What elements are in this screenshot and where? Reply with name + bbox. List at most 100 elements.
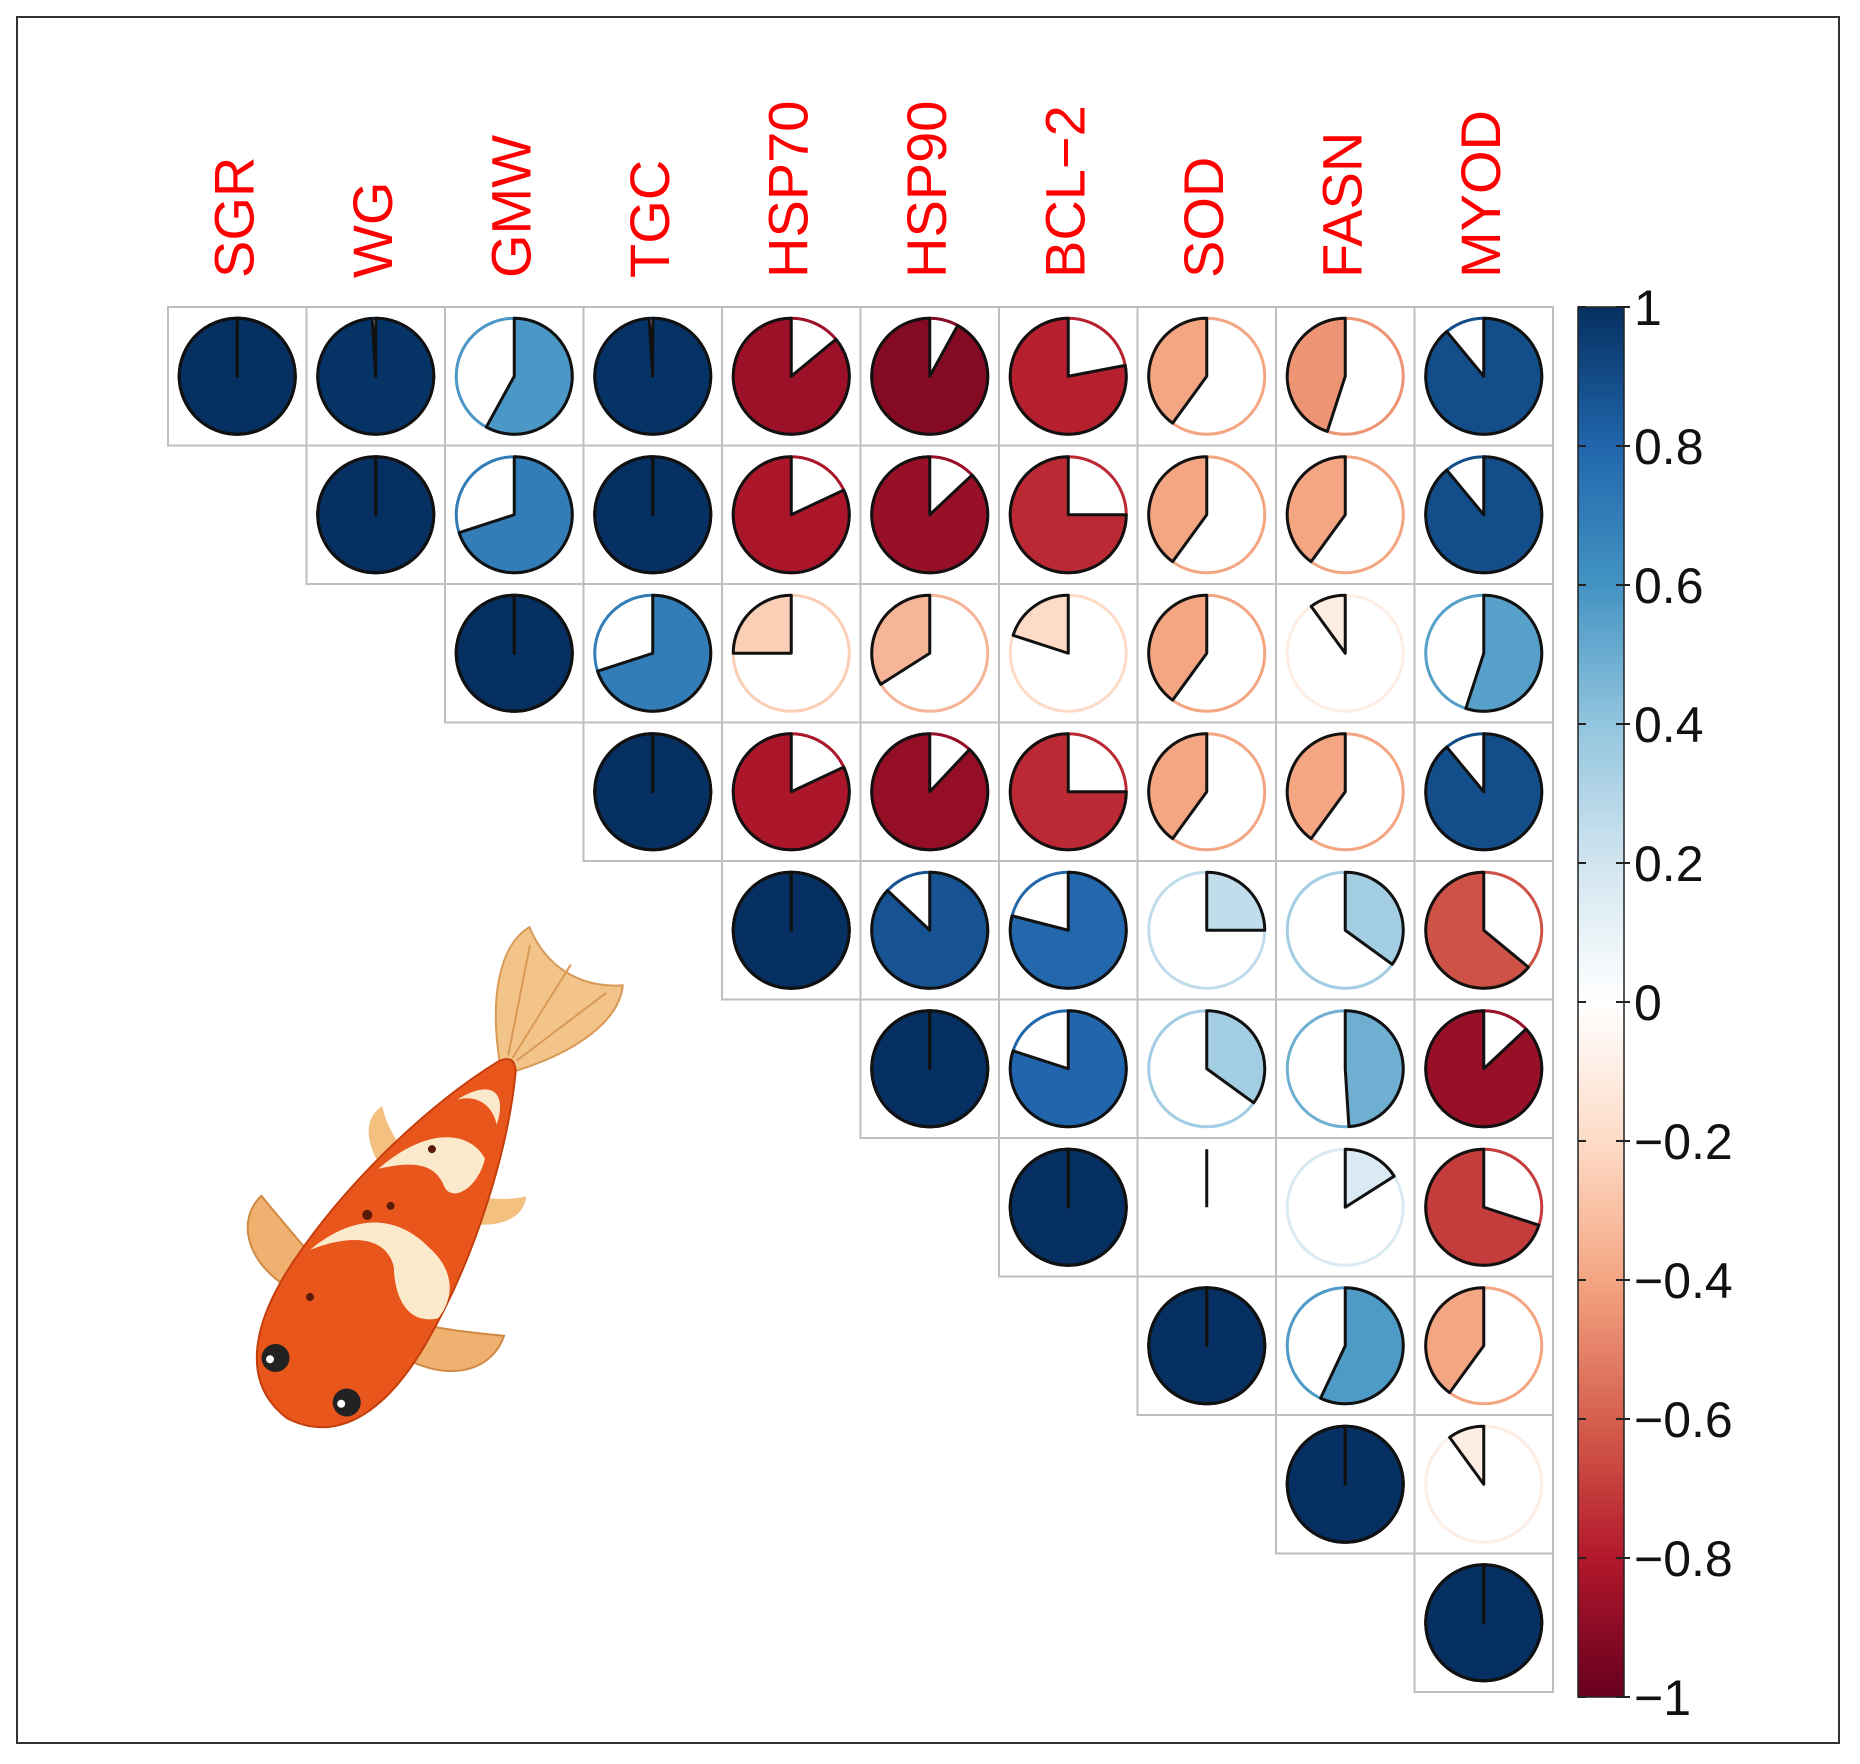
pie-wedge [870, 732, 990, 852]
correlation-cell [1275, 444, 1416, 585]
pie-wedge [1448, 1424, 1486, 1486]
column-label: TGC [618, 160, 681, 278]
pie-wedge [1319, 1286, 1405, 1406]
pie-wedge [731, 316, 851, 436]
correlation-cell [998, 1137, 1139, 1278]
correlation-cell [1136, 1275, 1277, 1416]
pie-wedge [1424, 732, 1544, 852]
correlation-cell [721, 583, 862, 724]
correlation-cell [582, 721, 723, 862]
pie-wedge [1464, 593, 1544, 713]
pie-wedge [1424, 870, 1530, 990]
pie-wedge [1011, 593, 1070, 655]
correlation-cell [1275, 998, 1416, 1139]
correlation-cell [1136, 444, 1277, 585]
colorbar-tick-label: 0.8 [1634, 419, 1704, 475]
column-label: SGR [202, 157, 265, 278]
colorbar-tick-label: −1 [1634, 1670, 1691, 1726]
correlation-cell [998, 721, 1139, 862]
pie-wedge [1147, 455, 1209, 564]
correlation-cell [1275, 721, 1416, 862]
correlation-cell [167, 306, 308, 447]
pie-wedge [1147, 593, 1209, 702]
correlation-cell [1413, 1414, 1554, 1555]
variable-labels: SGR WG GMW TGC HSP70 HSP90 BCL−2 SOD FASN MYOD [202, 101, 1512, 278]
pie-wedge [1008, 870, 1128, 990]
correlation-cell [305, 444, 446, 585]
correlation-cell [859, 721, 1000, 862]
pie-wedge [870, 316, 990, 436]
pie-wedge [1285, 316, 1347, 433]
correlation-cell [444, 444, 585, 585]
pie-wedge [593, 316, 713, 436]
colorbar-tick-label: 1 [1634, 280, 1662, 336]
colorbar-tick-label: −0.6 [1634, 1392, 1733, 1448]
column-label: FASN [1310, 132, 1373, 278]
correlation-cell [721, 444, 862, 585]
correlation-cell [1413, 444, 1554, 585]
pie-wedge [731, 455, 851, 575]
column-label: HSP70 [756, 101, 819, 278]
pie-wedge [1343, 1147, 1396, 1209]
correlation-cell [1136, 306, 1277, 447]
colorbar-tick-label: −0.2 [1634, 1114, 1733, 1170]
pie-wedge [1424, 1286, 1486, 1395]
pie-wedge [457, 455, 574, 575]
pie-wedge [316, 316, 436, 436]
correlation-cell [1136, 1137, 1277, 1278]
correlation-cell [1413, 1137, 1554, 1278]
column-label: BCL−2 [1033, 105, 1096, 278]
pie-wedge [731, 593, 793, 655]
pie-wedge [596, 593, 713, 713]
column-label: MYOD [1449, 110, 1512, 278]
colorbar-tick-label: 0.2 [1634, 836, 1704, 892]
correlation-cell [444, 583, 585, 724]
pie-wedge [1424, 1147, 1541, 1267]
pie-wedge [870, 870, 990, 990]
pie-wedge [1343, 870, 1405, 966]
correlation-cell [998, 444, 1139, 585]
colorbar-tick-label: 0.4 [1634, 697, 1704, 753]
correlation-cell [1275, 583, 1416, 724]
pie-wedge [870, 593, 932, 686]
correlation-cell [859, 306, 1000, 447]
pie-wedge [1309, 593, 1347, 655]
correlation-cell [859, 998, 1000, 1139]
colorbar-tick-label: 0 [1634, 975, 1662, 1031]
pie-wedge [1424, 455, 1544, 575]
correlation-cell [582, 583, 723, 724]
colorbar-tick-label: −0.4 [1634, 1253, 1733, 1309]
correlation-cell [1413, 1275, 1554, 1416]
pie-wedge [1008, 455, 1128, 575]
colorbar-tick-label: 0.6 [1634, 558, 1704, 614]
correlation-cell [859, 860, 1000, 1001]
correlation-cell [859, 583, 1000, 724]
correlation-cell [1136, 583, 1277, 724]
pie-wedge [1285, 455, 1347, 564]
pie-wedge [1205, 870, 1267, 932]
koi-fish-illustration [246, 925, 624, 1429]
correlation-cell [1413, 998, 1554, 1139]
pie-wedge [1424, 1009, 1544, 1129]
correlation-cell [1136, 998, 1277, 1139]
pie-wedge [870, 455, 990, 575]
correlation-cell [305, 306, 446, 447]
correlation-cell [721, 721, 862, 862]
correlation-cell [582, 444, 723, 585]
correlation-cell [1413, 306, 1554, 447]
column-label: SOD [1172, 157, 1235, 278]
correlation-cell [1275, 306, 1416, 447]
pie-wedge [1205, 1009, 1267, 1105]
correlation-cell [1413, 860, 1554, 1001]
correlation-cell [582, 306, 723, 447]
pie-wedge [731, 732, 851, 852]
correlation-cell [859, 444, 1000, 585]
pie-wedge [1008, 316, 1128, 436]
colorbar-tick-label: −0.8 [1634, 1531, 1733, 1587]
correlation-cell [1413, 1552, 1554, 1693]
correlation-cell [1413, 721, 1554, 862]
pie-wedge [1424, 316, 1544, 436]
column-label: HSP90 [895, 101, 958, 278]
column-label: GMW [479, 135, 542, 278]
